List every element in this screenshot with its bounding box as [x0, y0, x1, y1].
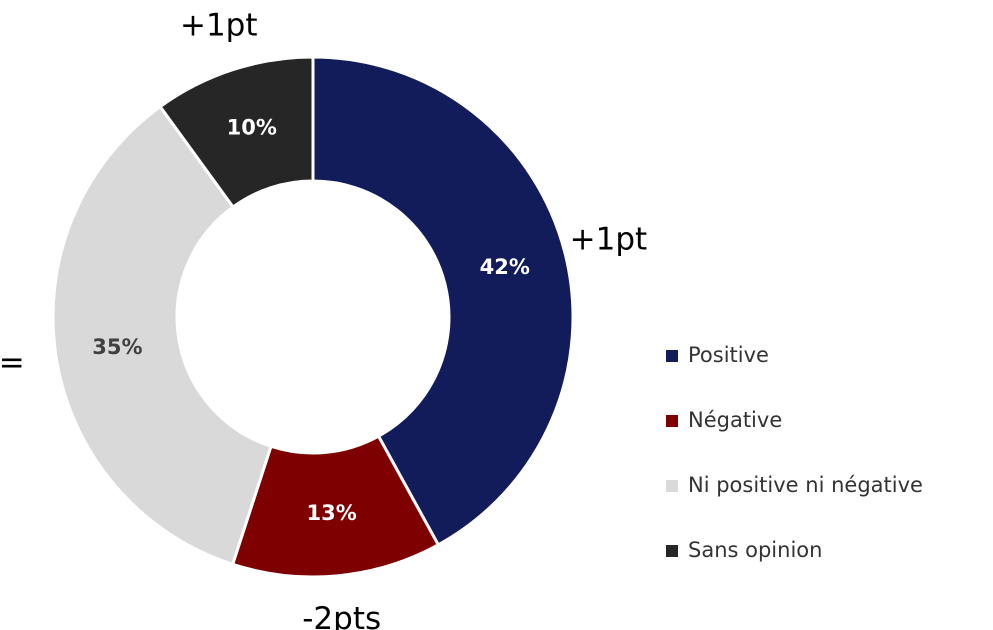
legend-swatch — [666, 350, 678, 362]
change-annotation: +1pt — [180, 7, 258, 43]
legend-swatch — [666, 545, 678, 557]
donut-slice — [51, 104, 273, 567]
change-annotation: +1pt — [570, 222, 648, 258]
legend-label: Négative — [688, 408, 782, 432]
legend-label: Sans opinion — [688, 538, 822, 562]
change-annotation: -2pts — [302, 601, 381, 630]
value-label: 42% — [480, 255, 530, 279]
legend-label: Ni positive ni négative — [688, 473, 923, 497]
value-label: 35% — [92, 335, 142, 359]
legend-swatch — [666, 415, 678, 427]
donut-slice — [311, 55, 575, 547]
value-label: 10% — [227, 116, 277, 140]
change-annotation: = — [0, 345, 25, 381]
legend-label: Positive — [688, 343, 769, 367]
donut-slice — [158, 55, 315, 210]
value-label: 13% — [307, 501, 357, 525]
legend-swatch — [666, 480, 678, 492]
